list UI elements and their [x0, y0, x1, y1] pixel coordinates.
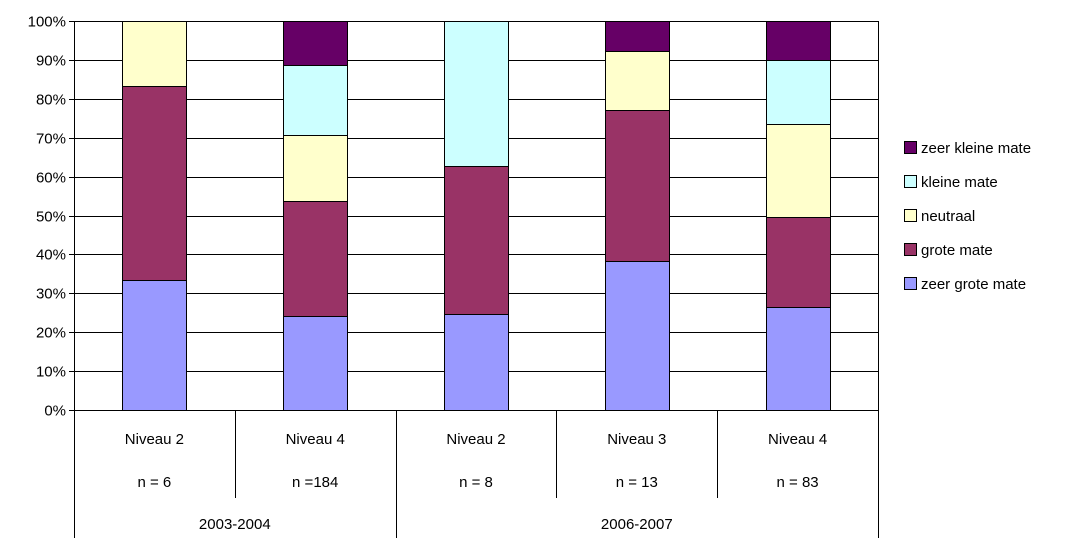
bar-segment — [766, 124, 831, 218]
legend-label: zeer grote mate — [921, 276, 1026, 293]
category-label: Niveau 4 — [286, 431, 345, 448]
group-label: 2003-2004 — [199, 516, 271, 533]
x-category-labels: Niveau 2 n = 6 Niveau 4 n =184 Niveau 2 n = 8… — [74, 410, 879, 538]
plot-area-border — [74, 21, 879, 411]
y-tick-label: 50% — [36, 209, 66, 226]
bar-segment — [766, 60, 831, 125]
y-tick-label: 0% — [44, 403, 66, 420]
legend-label: zeer kleine mate — [921, 140, 1031, 157]
bar-segment — [605, 261, 670, 411]
legend-swatch — [904, 175, 917, 188]
legend-label: kleine mate — [921, 174, 998, 191]
bar-segment — [283, 201, 348, 317]
bar-segment — [605, 21, 670, 52]
y-tick-label: 20% — [36, 325, 66, 342]
bar-segment — [122, 21, 187, 87]
bar-segment — [283, 65, 348, 136]
bar-segment — [283, 21, 348, 66]
y-tick-label: 40% — [36, 247, 66, 264]
category-n-label: n = 83 — [777, 474, 819, 491]
y-tick-label: 30% — [36, 286, 66, 303]
category-n-label: n = 6 — [138, 474, 172, 491]
category-label: Niveau 2 — [446, 431, 505, 448]
bar-segment — [444, 166, 509, 315]
bar-segment — [766, 217, 831, 308]
category-label: Niveau 2 — [125, 431, 184, 448]
legend-label: neutraal — [921, 208, 975, 225]
y-tick-label: 10% — [36, 364, 66, 381]
category-n-label: n = 13 — [616, 474, 658, 491]
y-tick-label: 60% — [36, 170, 66, 187]
bar-segment — [605, 110, 670, 262]
legend: zeer kleine mate kleine mate neutraal grote… — [904, 140, 1031, 293]
category-label: Niveau 3 — [607, 431, 666, 448]
legend-swatch — [904, 277, 917, 290]
bar-segment — [766, 307, 831, 411]
bar-segment — [605, 51, 670, 111]
legend-swatch — [904, 243, 917, 256]
bar-segment — [122, 86, 187, 281]
legend-swatch — [904, 209, 917, 222]
axes — [74, 21, 879, 411]
group-label: 2006-2007 — [601, 516, 673, 533]
category-label: Niveau 4 — [768, 431, 827, 448]
y-tick-label: 100% — [28, 14, 66, 31]
y-tick-label: 80% — [36, 92, 66, 109]
y-tick-label: 70% — [36, 131, 66, 148]
bar-segment — [283, 316, 348, 411]
category-n-label: n = 8 — [459, 474, 493, 491]
bar-segment — [122, 280, 187, 411]
y-tick-label: 90% — [36, 53, 66, 70]
bar-segment — [444, 21, 509, 167]
bar-segment — [766, 21, 831, 61]
y-tick-labels: 0% 10% 20% 30% 40% 50% 60% 70% 80% 90% 100% — [28, 14, 66, 420]
category-n-label: n =184 — [292, 474, 338, 491]
bars — [122, 21, 831, 411]
bar-segment — [283, 135, 348, 202]
legend-swatch — [904, 141, 917, 154]
bar-segment — [444, 314, 509, 411]
legend-label: grote mate — [921, 242, 993, 259]
